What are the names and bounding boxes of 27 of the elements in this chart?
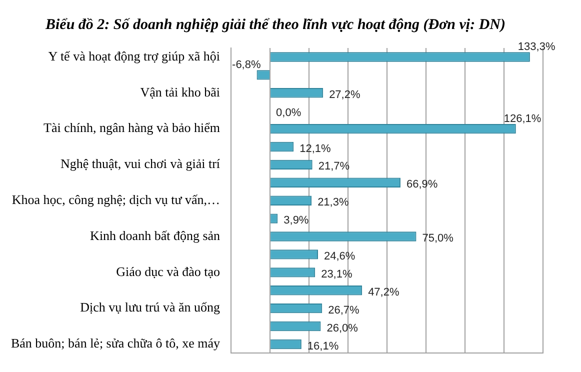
data-label: 75,0% bbox=[422, 232, 454, 245]
y-tick-label: Nghệ thuật, vui chơi và giải trí bbox=[60, 156, 220, 172]
data-label: 47,2% bbox=[368, 286, 400, 298]
y-tick-label: Kinh doanh bất động sản bbox=[90, 228, 221, 243]
data-label: 133,3% bbox=[518, 41, 556, 54]
data-label: 21,7% bbox=[318, 160, 350, 173]
y-tick-label: Y tế và hoạt động trợ giúp xã hội bbox=[48, 48, 220, 64]
data-label: 12,1% bbox=[300, 142, 332, 155]
data-label: 16,1% bbox=[307, 340, 339, 352]
y-tick-label: Tài chính, ngân hàng và bảo hiểm bbox=[44, 120, 220, 136]
data-label: 26,0% bbox=[326, 322, 358, 334]
data-label: 27,2% bbox=[329, 88, 360, 101]
chart-title: Biểu đồ 2: Số doanh nghiệp giải thể theo lĩnh vực hoạt động (Đơn vị: DN) bbox=[44, 16, 506, 33]
data-label: 0,0% bbox=[276, 106, 302, 119]
y-tick-label: Giáo dục và đào tạo bbox=[116, 264, 220, 279]
data-label: 3,9% bbox=[284, 214, 309, 227]
data-label: 26,7% bbox=[328, 304, 360, 316]
y-tick-label: Khoa học, công nghệ; dịch vụ tư vấn,… bbox=[12, 192, 220, 208]
data-label: 23,1% bbox=[321, 268, 352, 280]
y-tick-label: Vận tải kho bãi bbox=[140, 84, 220, 100]
y-tick-label: Bán buôn; bán lẻ; sửa chữa ô tô, xe máy bbox=[10, 336, 221, 351]
y-tick-label: Dịch vụ lưu trú và ăn uống bbox=[80, 300, 221, 315]
data-label: 66,9% bbox=[406, 178, 438, 191]
data-label: 126,1% bbox=[504, 112, 542, 125]
data-label: 21,3% bbox=[318, 196, 349, 209]
data-label: -6,8% bbox=[232, 58, 261, 71]
data-label: 24,6% bbox=[324, 250, 356, 262]
